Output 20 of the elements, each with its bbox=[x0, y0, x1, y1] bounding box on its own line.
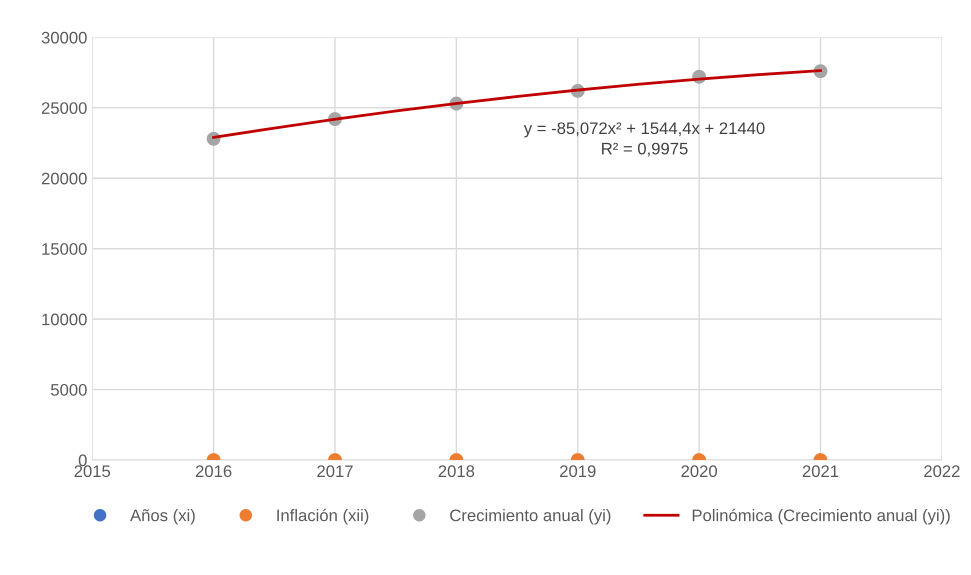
y-tick-label: 15000 bbox=[42, 243, 87, 255]
y-tick-label: 20000 bbox=[42, 172, 87, 184]
x-tick-label: 2017 bbox=[317, 465, 353, 478]
x-tick-label: 2015 bbox=[74, 465, 110, 478]
y-tick-label: 5000 bbox=[50, 384, 87, 396]
y-tick-label: 25000 bbox=[42, 102, 87, 114]
x-tick-label: 2021 bbox=[802, 465, 838, 478]
y-tick-label: 10000 bbox=[42, 314, 87, 326]
x-tick-label: 2018 bbox=[438, 465, 474, 478]
y-tick-label: 30000 bbox=[42, 32, 87, 44]
legend-label: Años (xi) bbox=[130, 509, 195, 525]
x-tick-label: 2016 bbox=[196, 465, 232, 478]
legend-label: Crecimiento anual (yi) bbox=[450, 509, 610, 525]
legend-label: Polinómica (Crecimiento anual (yi)) bbox=[692, 508, 950, 525]
x-tick-label: 2019 bbox=[560, 465, 596, 478]
x-tick-label: 2022 bbox=[924, 465, 960, 478]
annotation: y = -85,072x² + 1544,4x + 21440 R² = 0,9975 bbox=[524, 122, 765, 156]
y-tick-label: 0 bbox=[78, 454, 87, 466]
x-tick-label: 2020 bbox=[681, 465, 718, 478]
legend-label: Inflación (xii) bbox=[277, 508, 368, 525]
